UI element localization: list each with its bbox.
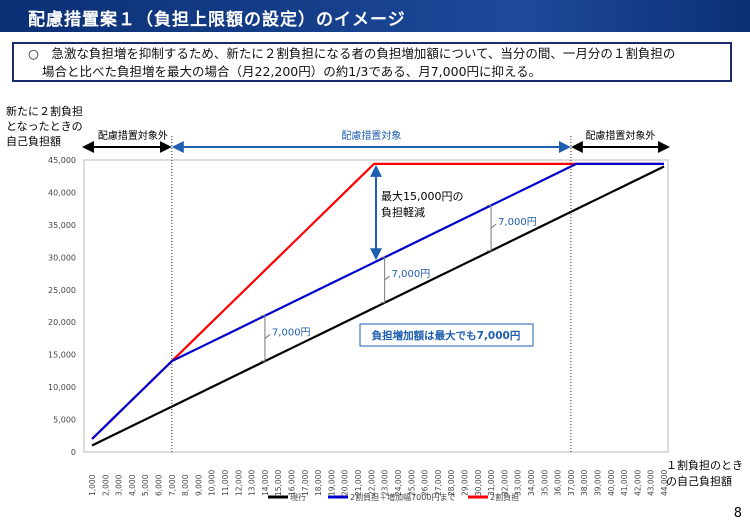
x-tick-label: 27,000 <box>434 470 443 496</box>
y-tick-label: 15,000 <box>48 351 76 360</box>
zone-label: 配慮措置対象 <box>341 129 401 142</box>
x-tick-label: 14,000 <box>261 470 270 496</box>
x-tick-label: 23,000 <box>381 470 390 496</box>
annotation-max-reduction: 負担軽減 <box>381 205 425 219</box>
page-number: 8 <box>733 506 742 521</box>
y-tick-label: 25,000 <box>48 286 76 295</box>
increase-bracket <box>487 204 497 252</box>
annotation-box <box>359 323 534 347</box>
x-tick-label: 5,000 <box>141 474 150 496</box>
y-tick-label: 30,000 <box>48 253 76 262</box>
annotation-max-reduction: 最大15,000円の <box>381 189 464 203</box>
x-tick-label: 40,000 <box>607 470 616 496</box>
x-tick-label: 19,000 <box>327 470 336 496</box>
x-tick-label: 41,000 <box>620 470 629 496</box>
y-tick-label: 35,000 <box>48 221 76 230</box>
x-tick-label: 11,000 <box>221 470 230 496</box>
x-tick-label: 22,000 <box>367 470 376 496</box>
x-tick-label: 29,000 <box>460 470 469 496</box>
x-tick-label: 33,000 <box>514 470 523 496</box>
x-tick-label: 31,000 <box>487 470 496 496</box>
increase-bracket <box>380 256 390 304</box>
x-tick-label: 44,000 <box>660 470 669 496</box>
series-line-0 <box>91 165 665 447</box>
x-tick-label: 28,000 <box>447 470 456 496</box>
x-tick-label: 12,000 <box>234 470 243 496</box>
x-tick-label: 15,000 <box>274 470 283 496</box>
x-tick-label: 38,000 <box>580 470 589 496</box>
y-tick-label: 40,000 <box>48 188 76 197</box>
x-axis-label: １割負担のときの自己負担額 <box>666 459 743 488</box>
x-tick-label: 20,000 <box>341 470 350 496</box>
x-tick-label: 17,000 <box>301 470 310 496</box>
y-tick-label: 10,000 <box>48 383 76 392</box>
legend-label: 現行 <box>290 492 306 502</box>
x-tick-label: 3,000 <box>115 474 124 496</box>
x-tick-label: 36,000 <box>554 470 563 496</box>
x-tick-label: 4,000 <box>128 474 137 496</box>
x-tick-label: 37,000 <box>567 470 576 496</box>
x-tick-label: 6,000 <box>155 474 164 496</box>
x-tick-label: 42,000 <box>633 470 642 496</box>
x-tick-label: 21,000 <box>354 470 363 496</box>
x-tick-label: 13,000 <box>248 470 257 496</box>
x-tick-label: 30,000 <box>474 470 483 496</box>
zone-label: 配慮措置対象外 <box>585 129 655 142</box>
x-tick-label: 18,000 <box>314 470 323 496</box>
x-tick-label: 24,000 <box>394 470 403 496</box>
x-tick-label: 1,000 <box>88 474 97 496</box>
header-bar: 配慮措置案１（負担上限額の設定）のイメージ <box>0 0 750 32</box>
annotation-box-text: 負担増加額は最大でも7,000円 <box>372 329 521 342</box>
x-tick-label: 8,000 <box>181 474 190 496</box>
x-tick-label: 26,000 <box>421 470 430 496</box>
y-tick-label: 5,000 <box>53 416 76 425</box>
x-tick-label: 32,000 <box>500 470 509 496</box>
x-tick-label: 7,000 <box>168 474 177 496</box>
page-title: 配慮措置案１（負担上限額の設定）のイメージ <box>28 10 406 30</box>
annotation-increase: 7,000円 <box>392 269 431 280</box>
annotation-increase: 7,000円 <box>272 327 311 338</box>
summary-line: ○ 急激な負担増を抑制するため、新たに２割負担になる者の負担増加額について、当分… <box>28 46 676 61</box>
x-tick-label: 9,000 <box>194 474 203 496</box>
x-tick-label: 43,000 <box>647 470 656 496</box>
increase-bracket <box>260 315 271 362</box>
x-tick-label: 25,000 <box>407 470 416 496</box>
x-tick-label: 2,000 <box>101 474 110 496</box>
x-tick-label: 34,000 <box>527 470 536 496</box>
zone-label: 配慮措置対象外 <box>98 129 168 142</box>
x-tick-label: 10,000 <box>208 470 217 496</box>
y-tick-label: 45,000 <box>48 156 76 165</box>
legend-label: 2割負担＋増加幅7000円まで <box>350 492 455 502</box>
x-tick-label: 16,000 <box>288 470 297 496</box>
annotation-increase: 7,000円 <box>498 217 537 228</box>
x-tick-label: 35,000 <box>540 470 549 496</box>
y-axis-label: 新たに２割負担となったときの自己負担額 <box>6 105 83 148</box>
y-tick-label: 20,000 <box>48 318 76 327</box>
series-line-2 <box>91 162 664 440</box>
legend-label: 2割負担 <box>490 492 519 502</box>
summary-line: 場合と比べた負担増を最大の場合（月22,200円）の約1/3である、月7,000… <box>42 64 542 79</box>
summary-box: ○ 急激な負担増を抑制するため、新たに２割負担になる者の負担増加額について、当分… <box>12 42 732 82</box>
y-tick-label: 0 <box>71 448 76 457</box>
x-tick-label: 39,000 <box>593 470 602 496</box>
